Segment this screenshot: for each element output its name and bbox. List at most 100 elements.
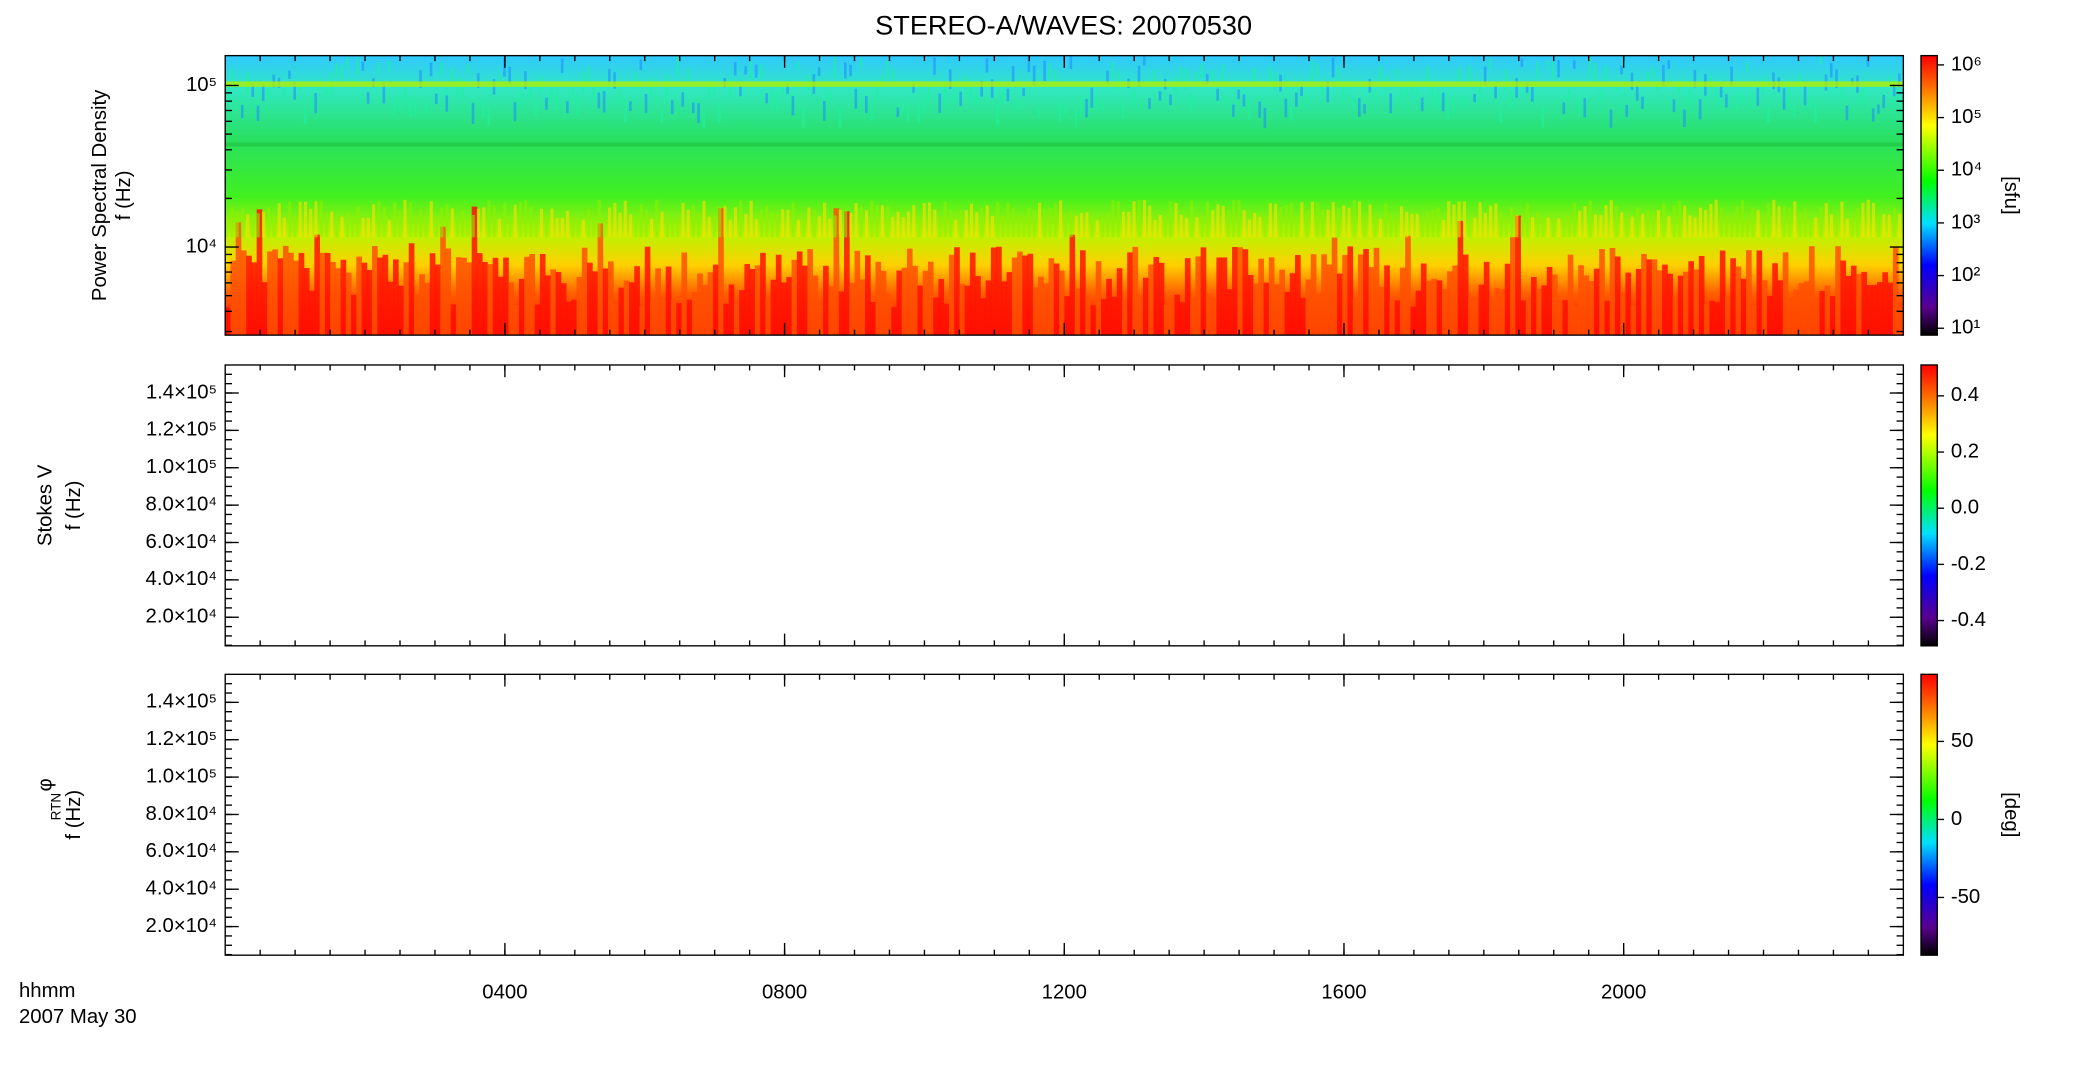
spectrogram-streak xyxy=(1190,92,1193,111)
spectrogram-streak xyxy=(1253,213,1257,238)
spectrogram-streak xyxy=(838,107,842,128)
spectrogram-streak xyxy=(235,99,239,110)
spectrogram-streak xyxy=(817,67,821,77)
spectrogram-streak xyxy=(1725,94,1728,108)
spectrogram-streak xyxy=(366,92,370,104)
spectrogram-streak xyxy=(1399,206,1404,238)
spectrogram-streak xyxy=(1541,285,1548,336)
spectrogram-streak xyxy=(1730,258,1736,336)
spectrogram-streak xyxy=(319,252,326,336)
spectrogram-streak xyxy=(1551,219,1556,238)
spectrogram-streak xyxy=(1808,246,1815,336)
colorbar-label: [sfu] xyxy=(2000,176,2022,214)
colorbar-tick-label: 0.0 xyxy=(1951,497,1979,519)
spectrogram-streak xyxy=(1357,254,1364,336)
spectrogram-streak xyxy=(875,204,879,238)
spectrogram-streak xyxy=(592,219,596,238)
chart-title: STEREO-A/WAVES: 20070530 xyxy=(875,9,1252,40)
spectrogram-streak xyxy=(948,209,953,238)
spectrogram-streak xyxy=(1053,263,1060,336)
spectrogram-streak xyxy=(1001,281,1007,336)
spectrogram-streak xyxy=(838,291,845,336)
colorbar-tick-label: -0.2 xyxy=(1951,553,1986,575)
spectrogram-streak xyxy=(597,199,601,238)
spectrogram-streak xyxy=(1609,248,1616,336)
spectrogram-streak xyxy=(366,217,370,238)
spectrogram-streak xyxy=(1116,70,1120,90)
spectrogram-streak xyxy=(655,268,661,336)
spectrogram-streak xyxy=(1389,93,1393,114)
spectrogram-streak xyxy=(1593,62,1597,82)
y-axis-label: RTN xyxy=(49,793,64,821)
spectrogram-streak xyxy=(1163,305,1170,336)
spectrogram-streak xyxy=(1635,207,1640,238)
spectrogram-streak xyxy=(623,200,627,238)
x-tick-label: 0800 xyxy=(762,982,807,1004)
spectrogram-streak xyxy=(1342,84,1345,104)
spectrogram-streak xyxy=(1064,296,1070,336)
spectrogram-streak xyxy=(1898,306,1904,336)
spectrogram-streak xyxy=(455,77,459,97)
y-axis-label: Stokes V xyxy=(35,464,57,546)
spectrogram-streak xyxy=(1819,291,1826,336)
spectrogram-streak xyxy=(419,208,423,238)
spectrogram-streak xyxy=(1179,214,1183,238)
spectrogram-streak xyxy=(277,203,281,238)
spectrogram-streak xyxy=(482,207,486,238)
spectrogram-streak xyxy=(885,293,892,336)
spectrogram-streak xyxy=(282,87,286,98)
spectrogram-streak xyxy=(833,208,840,336)
spectrogram-streak xyxy=(1457,67,1461,86)
spectrogram-streak xyxy=(351,215,355,238)
y-tick-label: 1.4×10⁵ xyxy=(146,381,217,403)
spectrogram-streak xyxy=(1546,217,1550,238)
spectrogram-streak xyxy=(964,285,971,336)
spectrogram-streak xyxy=(649,218,654,238)
spectrogram-streak xyxy=(1808,96,1812,110)
spectrogram-streak xyxy=(293,215,297,238)
spectrogram-streak xyxy=(1787,88,1791,109)
spectrogram-streak xyxy=(529,206,533,238)
spectrogram-streak xyxy=(802,108,805,129)
spectrogram-streak xyxy=(429,201,433,238)
spectrogram-streak xyxy=(723,205,727,238)
spectrogram-streak xyxy=(733,303,740,336)
spectrogram-streak xyxy=(1121,97,1125,119)
spectrogram-streak xyxy=(1730,216,1734,238)
spectrogram-streak xyxy=(912,265,918,336)
spectrogram-streak xyxy=(272,249,279,336)
spectrogram-streak xyxy=(1803,85,1807,106)
spectrogram-streak xyxy=(1478,202,1482,238)
spectrogram-streak xyxy=(545,215,549,238)
spectrogram-streak xyxy=(1074,108,1078,127)
spectrogram-streak xyxy=(1730,66,1733,87)
spectrogram-streak xyxy=(1053,70,1057,88)
spectrogram-streak xyxy=(1462,254,1469,336)
spectrogram-streak xyxy=(943,303,950,336)
y-tick-label: 6.0×10⁴ xyxy=(146,840,218,862)
spectrogram-streak xyxy=(1158,214,1162,238)
spectrogram-streak xyxy=(739,290,745,336)
spectrogram-streak xyxy=(587,209,591,238)
spectrogram-streak xyxy=(1268,257,1275,336)
spectrogram-streak xyxy=(1116,201,1120,238)
spectrogram-streak xyxy=(754,219,759,238)
spectrogram-streak xyxy=(1557,59,1560,78)
spectrogram-streak xyxy=(1719,85,1723,98)
spectrogram-streak xyxy=(964,210,968,238)
spectrogram-streak xyxy=(1468,220,1472,238)
spectrogram-streak xyxy=(1829,214,1834,238)
spectrogram-streak xyxy=(959,91,963,107)
spectrogram-streak xyxy=(340,64,344,82)
spectrogram-streak xyxy=(864,255,871,336)
spectrogram-streak xyxy=(230,68,234,82)
spectrogram-streak xyxy=(1232,200,1236,238)
spectrogram-streak xyxy=(555,272,562,336)
spectrogram-streak xyxy=(812,275,819,336)
spectrogram-streak xyxy=(676,217,680,238)
spectrogram-streak xyxy=(1620,65,1623,75)
spectrogram-streak xyxy=(1735,95,1739,111)
spectrogram-streak xyxy=(1059,100,1062,122)
spectrogram-streak xyxy=(1268,66,1272,85)
spectrogram-streak xyxy=(1059,200,1063,238)
